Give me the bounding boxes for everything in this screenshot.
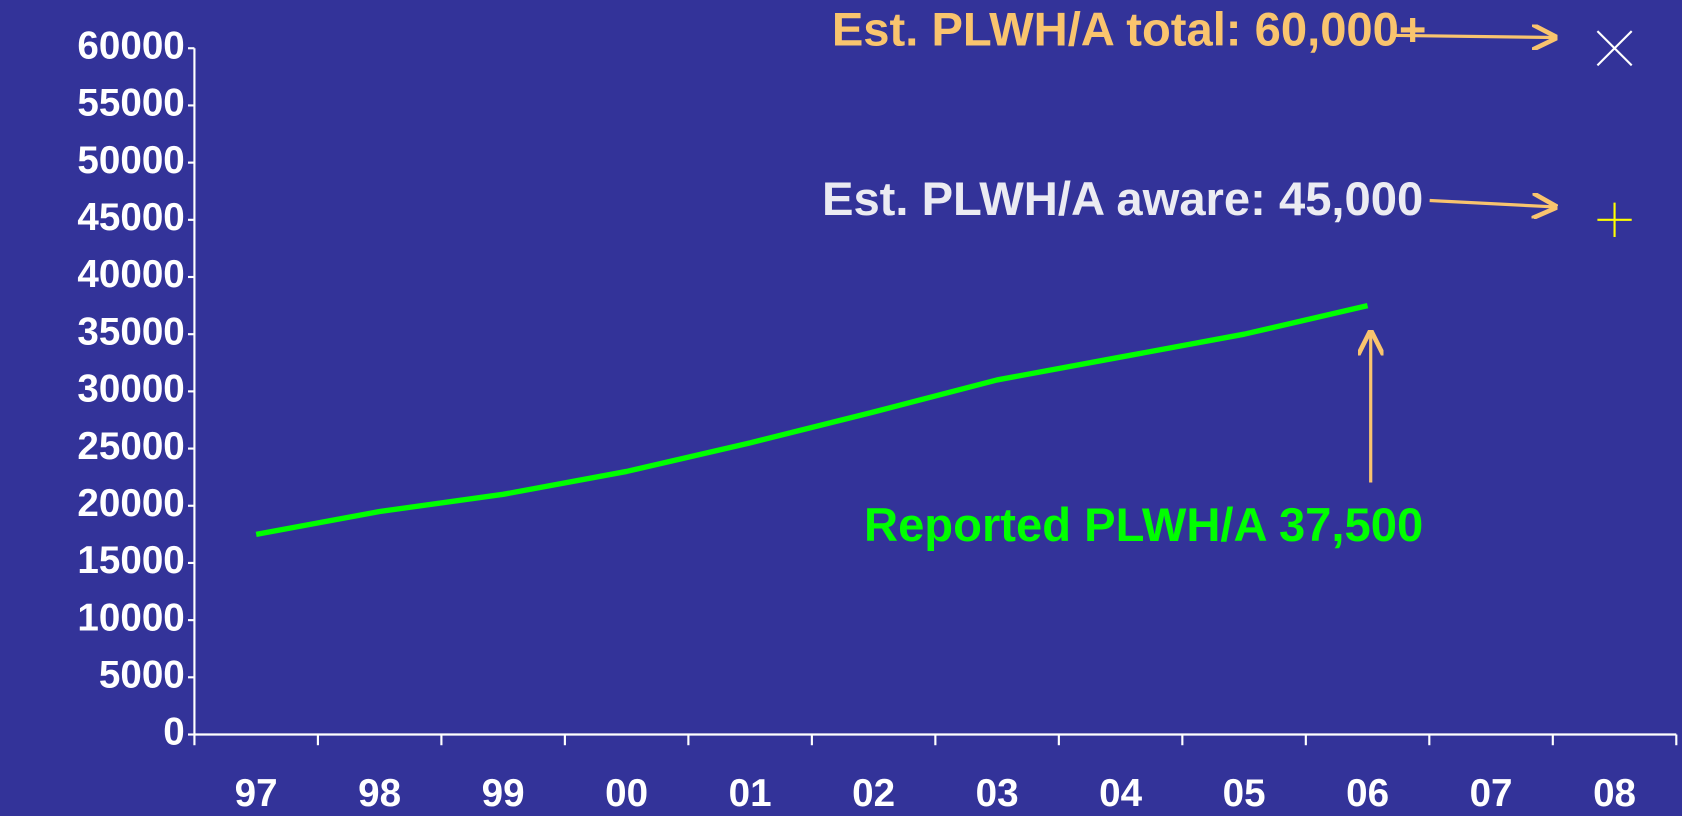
annotation: Est. PLWH/A aware: 45,000 [822, 172, 1423, 225]
annotation: Est. PLWH/A total: 60,000+ [832, 3, 1427, 56]
y-tick-label: 60000 [77, 24, 184, 67]
marker-shape [1597, 202, 1632, 237]
marker [1597, 202, 1632, 237]
marker [1596, 30, 1633, 67]
x-tick-label: 08 [1593, 772, 1636, 815]
x-tick-label: 04 [1099, 772, 1142, 815]
arrow [1429, 201, 1555, 207]
x-tick-label: 05 [1223, 772, 1266, 815]
y-tick-label: 30000 [77, 368, 184, 411]
y-tick-label: 10000 [77, 596, 184, 639]
line [255, 302, 1369, 537]
y-tick-label: 20000 [77, 482, 184, 525]
x-tick-label: 99 [482, 772, 525, 815]
marker-shape [1596, 30, 1633, 67]
x-tick-label: 97 [235, 772, 278, 815]
x-tick-label: 03 [976, 772, 1019, 815]
y-tick-label: 35000 [77, 310, 184, 353]
y-tick-label: 0 [163, 711, 184, 754]
x-tick-label: 07 [1470, 772, 1513, 815]
x-tick-label: 00 [605, 772, 648, 815]
x-tick-label: 02 [852, 772, 895, 815]
y-tick-label: 50000 [77, 139, 184, 182]
y-tick-label: 55000 [77, 82, 184, 125]
y-tick-label: 15000 [77, 539, 184, 582]
y-tick-label: 40000 [77, 253, 184, 296]
arrow [1394, 35, 1555, 37]
annotation: Reported PLWH/A 37,500 [864, 498, 1423, 551]
x-tick-label: 01 [729, 772, 772, 815]
x-tick-label: 06 [1346, 772, 1389, 815]
y-tick-label: 25000 [77, 425, 184, 468]
y-tick-label: 45000 [77, 196, 184, 239]
y-tick-label: 5000 [99, 654, 185, 697]
x-tick-label: 98 [358, 772, 401, 815]
